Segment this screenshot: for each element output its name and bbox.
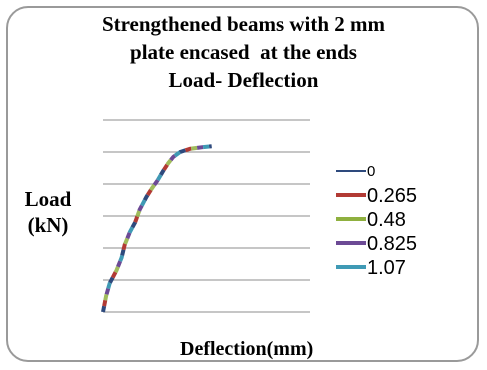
legend-label-0: 0	[367, 163, 375, 180]
series-line-1.07	[101, 144, 212, 313]
chart-title: Strengthened beams with 2 mm plate encas…	[0, 10, 487, 94]
x-axis-label: Deflection(mm)	[180, 338, 314, 360]
series-lines	[101, 144, 212, 313]
y-axis-label-line-2: (kN)	[27, 213, 69, 237]
series-line-0.265	[101, 144, 212, 313]
chart-title-line-3: Load- Deflection	[168, 68, 319, 92]
series-line-0.48	[101, 144, 212, 313]
y-axis-label: Load (kN)	[18, 186, 78, 238]
series-line-0.825	[101, 144, 212, 313]
legend-label-0.48: 0.48	[367, 209, 406, 231]
legend-label-1.07: 1.07	[367, 257, 406, 279]
chart-title-line-2: plate encased at the ends	[130, 40, 357, 64]
legend-label-0.265: 0.265	[367, 185, 417, 207]
gridlines	[103, 119, 310, 313]
legend-label-0.825: 0.825	[367, 233, 417, 255]
chart-title-line-1: Strengthened beams with 2 mm	[101, 12, 386, 36]
y-axis-label-line-1: Load	[24, 187, 72, 211]
series-line-0	[101, 144, 212, 313]
